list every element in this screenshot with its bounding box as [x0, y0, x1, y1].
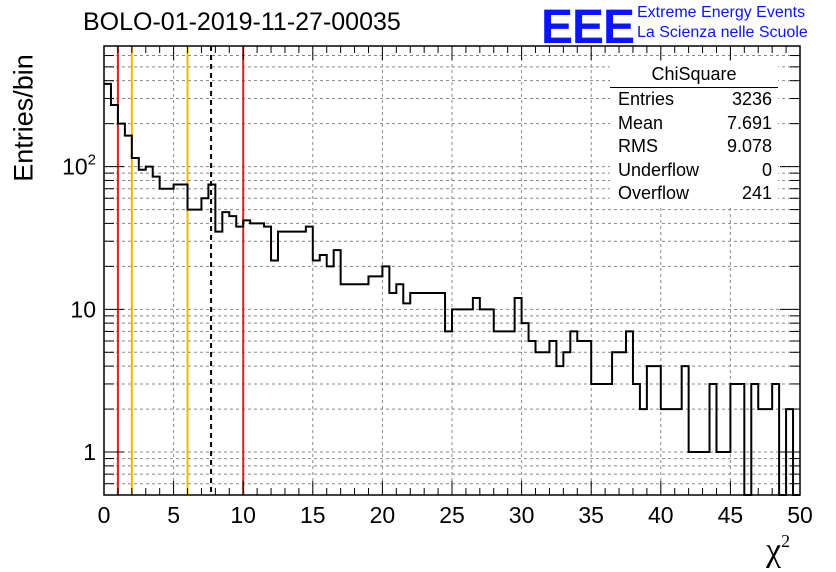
x-axis-label-text: χ — [766, 532, 782, 569]
stats-row-overflow: Overflow 241 — [610, 182, 778, 206]
y-tick-label-base: 10 — [62, 154, 88, 180]
chart-title: BOLO-01-2019-11-27-00035 — [83, 8, 401, 36]
x-tick-label: 20 — [370, 502, 396, 528]
stats-row-underflow: Underflow 0 — [610, 159, 778, 183]
stats-label: Entries — [618, 89, 675, 109]
stats-row-rms: RMS 9.078 — [610, 135, 778, 159]
x-tick-label: 30 — [509, 502, 535, 528]
y-axis-label: Entries/bin — [8, 54, 39, 182]
stats-label: RMS — [618, 136, 658, 156]
x-axis-label-sup: 2 — [781, 530, 791, 551]
stats-label: Overflow — [618, 183, 690, 203]
stats-label: Underflow — [618, 159, 700, 180]
stats-value: 3236 — [731, 89, 772, 109]
stats-row-mean: Mean 7.691 — [610, 112, 778, 136]
stats-title: ChiSquare — [610, 64, 778, 88]
x-tick-label: 0 — [98, 502, 111, 528]
stats-value: 241 — [741, 183, 772, 203]
stats-value: 9.078 — [726, 136, 772, 156]
y-tick-label: 10 — [70, 296, 96, 322]
x-tick-label: 40 — [648, 502, 674, 528]
x-tick-label: 10 — [230, 502, 256, 528]
logo-line-2: La Scienza nelle Scuole — [637, 24, 808, 41]
x-tick-label: 45 — [718, 502, 744, 528]
x-axis-label: χ2 — [766, 530, 791, 570]
x-tick-label: 35 — [578, 502, 604, 528]
stats-label: Mean — [618, 112, 664, 133]
stats-box: ChiSquare Entries 3236 Mean 7.691 RMS 9.078… — [610, 64, 778, 206]
x-tick-label: 25 — [439, 502, 465, 528]
y-tick-label: 1 — [83, 439, 96, 465]
stats-value: 7.691 — [726, 112, 772, 133]
logo-line-1: Extreme Energy Events — [637, 4, 806, 21]
y-axis-label-wrap: Entries/bin — [4, 48, 44, 188]
stats-value: 0 — [761, 159, 772, 180]
y-tick-label: 102 — [62, 152, 96, 180]
stats-row-entries: Entries 3236 — [610, 88, 778, 112]
histogram-series — [104, 82, 800, 496]
y-tick-label-base: 10 — [70, 296, 96, 322]
y-tick-label-base: 1 — [83, 439, 96, 465]
x-tick-label: 15 — [300, 502, 326, 528]
y-tick-label-exponent: 2 — [88, 152, 96, 169]
x-tick-label: 50 — [787, 502, 813, 528]
eee-logo: EEE — [541, 1, 635, 54]
x-tick-label: 5 — [167, 502, 180, 528]
